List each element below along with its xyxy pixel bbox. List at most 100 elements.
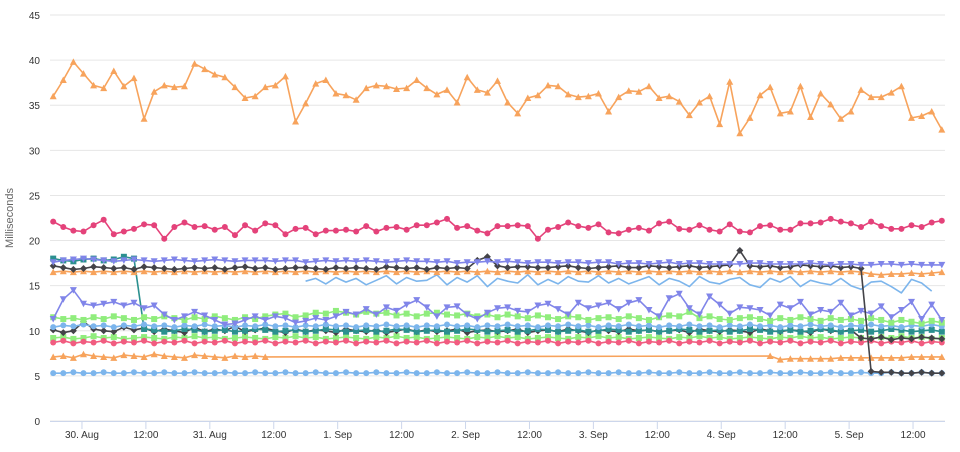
data-point: [897, 261, 905, 269]
data-point: [110, 258, 118, 265]
data-point: [787, 326, 794, 333]
data-point: [59, 264, 67, 272]
data-point: [110, 298, 118, 306]
data-point: [161, 322, 168, 329]
data-point: [837, 340, 844, 347]
data-point: [262, 313, 269, 320]
data-point: [69, 58, 77, 65]
data-point: [272, 370, 279, 377]
data-point: [100, 369, 107, 376]
data-point: [363, 326, 370, 333]
data-point: [191, 326, 198, 333]
data-point: [544, 300, 552, 308]
data-point: [807, 370, 814, 377]
data-point: [716, 334, 723, 341]
data-point: [170, 256, 178, 264]
data-point: [797, 328, 804, 335]
data-point: [393, 268, 401, 276]
data-point: [59, 352, 67, 360]
data-point: [666, 327, 673, 334]
data-point: [50, 255, 57, 262]
data-point: [796, 82, 804, 90]
data-point: [676, 313, 683, 320]
data-point: [49, 268, 57, 276]
data-point: [423, 84, 431, 92]
data-point: [433, 309, 440, 316]
data-point: [817, 355, 825, 362]
data-point: [847, 220, 854, 227]
data-point: [766, 352, 774, 360]
data-point: [50, 334, 57, 341]
data-point: [352, 258, 360, 265]
data-point: [878, 316, 885, 323]
data-point: [50, 370, 57, 377]
data-point: [857, 261, 865, 269]
data-point: [544, 81, 552, 89]
data-point: [766, 83, 774, 91]
data-point: [878, 223, 885, 230]
data-point: [403, 326, 410, 333]
data-point: [403, 257, 411, 264]
data-point: [49, 92, 57, 100]
data-point: [685, 267, 693, 275]
data-point: [362, 84, 370, 92]
data-point: [332, 323, 339, 330]
data-point: [80, 228, 87, 235]
data-point: [332, 339, 339, 346]
data-point: [555, 369, 562, 376]
data-point: [786, 355, 794, 362]
data-point: [887, 314, 895, 321]
data-point: [271, 81, 279, 89]
data-point: [817, 89, 825, 97]
data-point: [302, 322, 309, 329]
data-point: [90, 370, 97, 377]
data-point: [918, 320, 925, 327]
data-point: [524, 267, 532, 275]
data-point: [796, 355, 804, 362]
data-point: [645, 338, 652, 345]
data-point: [383, 327, 390, 334]
data-point: [665, 295, 673, 302]
data-point: [564, 259, 572, 266]
data-point: [100, 300, 108, 308]
data-point: [251, 265, 259, 273]
data-point: [736, 369, 743, 376]
data-point: [847, 327, 854, 334]
data-point: [292, 314, 299, 321]
data-point: [534, 259, 542, 266]
data-point: [382, 267, 390, 275]
y-tick-label: 0: [34, 417, 40, 428]
data-point: [544, 226, 551, 233]
data-point: [615, 339, 622, 346]
data-point: [272, 334, 279, 341]
data-point: [473, 259, 481, 266]
data-point: [584, 92, 592, 100]
data-point: [60, 224, 67, 231]
data-point: [666, 370, 673, 377]
data-point: [141, 221, 148, 228]
data-point: [281, 72, 289, 80]
data-point: [656, 220, 663, 227]
data-point: [282, 231, 289, 238]
data-point: [454, 323, 461, 330]
data-point: [544, 259, 552, 266]
data-point: [807, 327, 814, 334]
data-point: [292, 225, 299, 232]
data-point: [595, 370, 602, 377]
data-point: [656, 324, 663, 331]
data-point: [554, 268, 562, 276]
data-point: [262, 370, 269, 377]
data-point: [70, 369, 77, 376]
data-point: [50, 339, 57, 346]
data-point: [524, 260, 532, 267]
data-point: [585, 224, 592, 231]
data-point: [483, 89, 491, 96]
data-point: [524, 94, 532, 102]
data-point: [746, 114, 754, 121]
data-point: [504, 304, 512, 311]
data-point: [756, 307, 764, 314]
data-point: [231, 258, 239, 265]
data-point: [231, 264, 239, 272]
data-point: [252, 339, 259, 346]
data-point: [736, 315, 743, 322]
